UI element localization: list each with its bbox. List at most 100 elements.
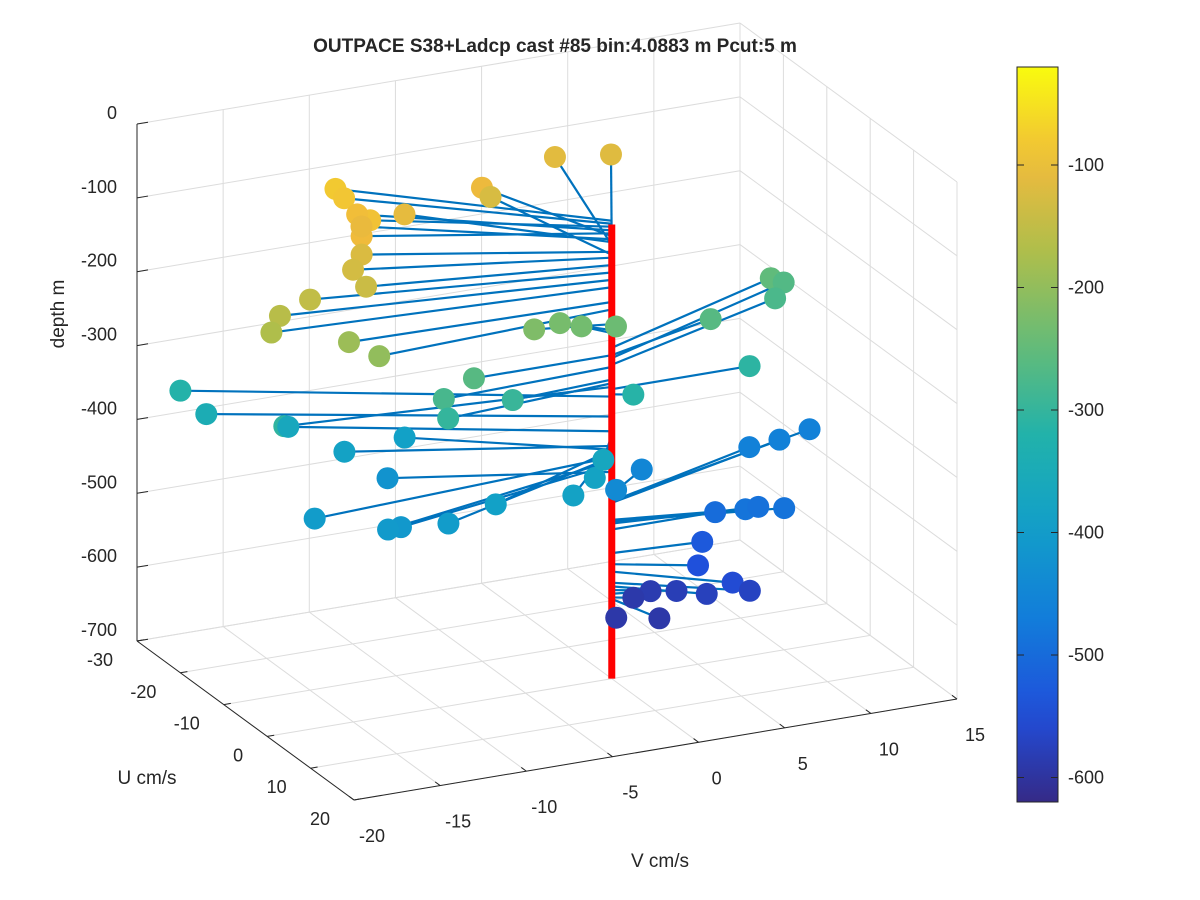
z-tick-label: -400 — [81, 398, 117, 418]
data-point — [368, 345, 391, 368]
data-point — [437, 512, 460, 535]
data-point — [462, 367, 485, 390]
u-tick — [136, 639, 145, 642]
z-tick — [136, 564, 149, 568]
z-tick — [136, 417, 149, 420]
data-point — [342, 258, 365, 281]
data-point — [355, 275, 378, 298]
z-tick — [136, 195, 149, 199]
z-tick-label: -500 — [81, 472, 117, 492]
data-point — [523, 318, 546, 341]
data-point — [260, 321, 283, 344]
colorbar: -100 -200 -300 -400 -500 -600 — [1016, 66, 1104, 803]
grid-line-floor-u — [310, 666, 914, 769]
velocity-stick — [279, 278, 612, 317]
grid-line-side-depth — [739, 22, 958, 183]
velocity-stick — [361, 250, 612, 256]
data-point — [393, 426, 416, 449]
grid-line-floor-v — [567, 568, 786, 729]
data-point — [169, 379, 192, 402]
v-tick-label: 0 — [712, 768, 722, 788]
colorbar-tick-label: -400 — [1068, 523, 1104, 543]
velocity-stick — [448, 456, 613, 525]
v-axis-line — [353, 698, 958, 801]
velocity-stick — [611, 281, 785, 360]
data-layer — [169, 143, 821, 679]
data-point — [639, 580, 662, 603]
colorbar-tick-label: -100 — [1068, 155, 1104, 175]
v-tick — [779, 723, 786, 729]
v-tick — [865, 709, 872, 714]
z-tick — [136, 490, 149, 494]
u-tick — [353, 798, 362, 801]
colorbar-tick-label: -500 — [1068, 645, 1104, 665]
velocity-stick — [379, 308, 612, 358]
grid-line-floor-v — [308, 611, 527, 772]
velocity-stick — [611, 505, 759, 525]
data-point — [548, 312, 571, 335]
v-tick-label: -5 — [622, 783, 638, 803]
z-tick-label: -600 — [81, 546, 117, 566]
data-point — [605, 478, 628, 501]
data-point — [687, 554, 710, 577]
data-point — [622, 586, 645, 609]
v-tick — [520, 767, 527, 772]
data-point — [501, 389, 524, 412]
u-tick-label: -10 — [174, 714, 200, 734]
grid-layer — [136, 22, 958, 801]
velocity-stick — [353, 256, 612, 271]
velocity-stick — [271, 286, 612, 334]
v-tick-label: 5 — [798, 754, 808, 774]
grid-line-side-depth — [739, 391, 958, 552]
data-point — [721, 571, 744, 594]
velocity-stick — [554, 156, 613, 246]
u-tick — [223, 702, 231, 706]
velocity-stick — [611, 511, 716, 531]
grid-line-side-depth — [739, 96, 958, 257]
u-tick — [310, 766, 318, 769]
v-tick — [348, 795, 355, 801]
data-point — [583, 466, 606, 489]
data-point — [393, 203, 416, 226]
z-tick — [136, 343, 149, 347]
v-tick — [951, 694, 958, 700]
axes-layer: 0-100-200-300-400-500-600-700-30-20-1001… — [81, 103, 985, 846]
z-tick-label: -200 — [81, 251, 117, 271]
u-tick-label: -20 — [130, 682, 156, 702]
data-point — [303, 507, 326, 530]
velocity-stick — [611, 540, 703, 555]
chart-title: OUTPACE S38+Ladcp cast #85 bin:4.0883 m … — [313, 36, 797, 57]
grid-line-side-depth — [739, 318, 958, 478]
grid-line-back-depth — [136, 96, 741, 199]
colorbar-tick-label: -200 — [1068, 278, 1104, 298]
velocity-stick — [366, 263, 612, 288]
data-point — [592, 448, 615, 471]
u-axis-line — [136, 640, 355, 801]
colorbar-tick-label: -600 — [1068, 768, 1104, 788]
v-tick — [607, 752, 613, 758]
velocity-stick — [206, 412, 612, 418]
grid-line-floor-v — [653, 554, 872, 714]
velocity-stick — [180, 389, 612, 398]
grid-line-floor-u — [223, 603, 827, 706]
data-point — [268, 304, 291, 327]
u-tick-label: 0 — [233, 745, 243, 765]
v-tick-label: -15 — [445, 812, 471, 832]
data-point — [333, 187, 356, 210]
data-point — [377, 518, 400, 541]
data-point — [437, 407, 460, 430]
velocity-stick — [611, 563, 699, 567]
data-point — [648, 607, 671, 630]
data-point — [350, 215, 373, 238]
v-axis-label: V cm/s — [631, 851, 689, 872]
colorbar-tick-label: -300 — [1068, 400, 1104, 420]
data-point — [764, 287, 787, 310]
velocity-stick — [335, 187, 612, 222]
z-tick — [136, 269, 149, 273]
velocity-stick — [611, 297, 776, 366]
z-tick-label: 0 — [107, 103, 117, 123]
data-point — [195, 403, 218, 426]
data-point — [484, 493, 507, 516]
grid-line-floor-u — [136, 539, 741, 642]
